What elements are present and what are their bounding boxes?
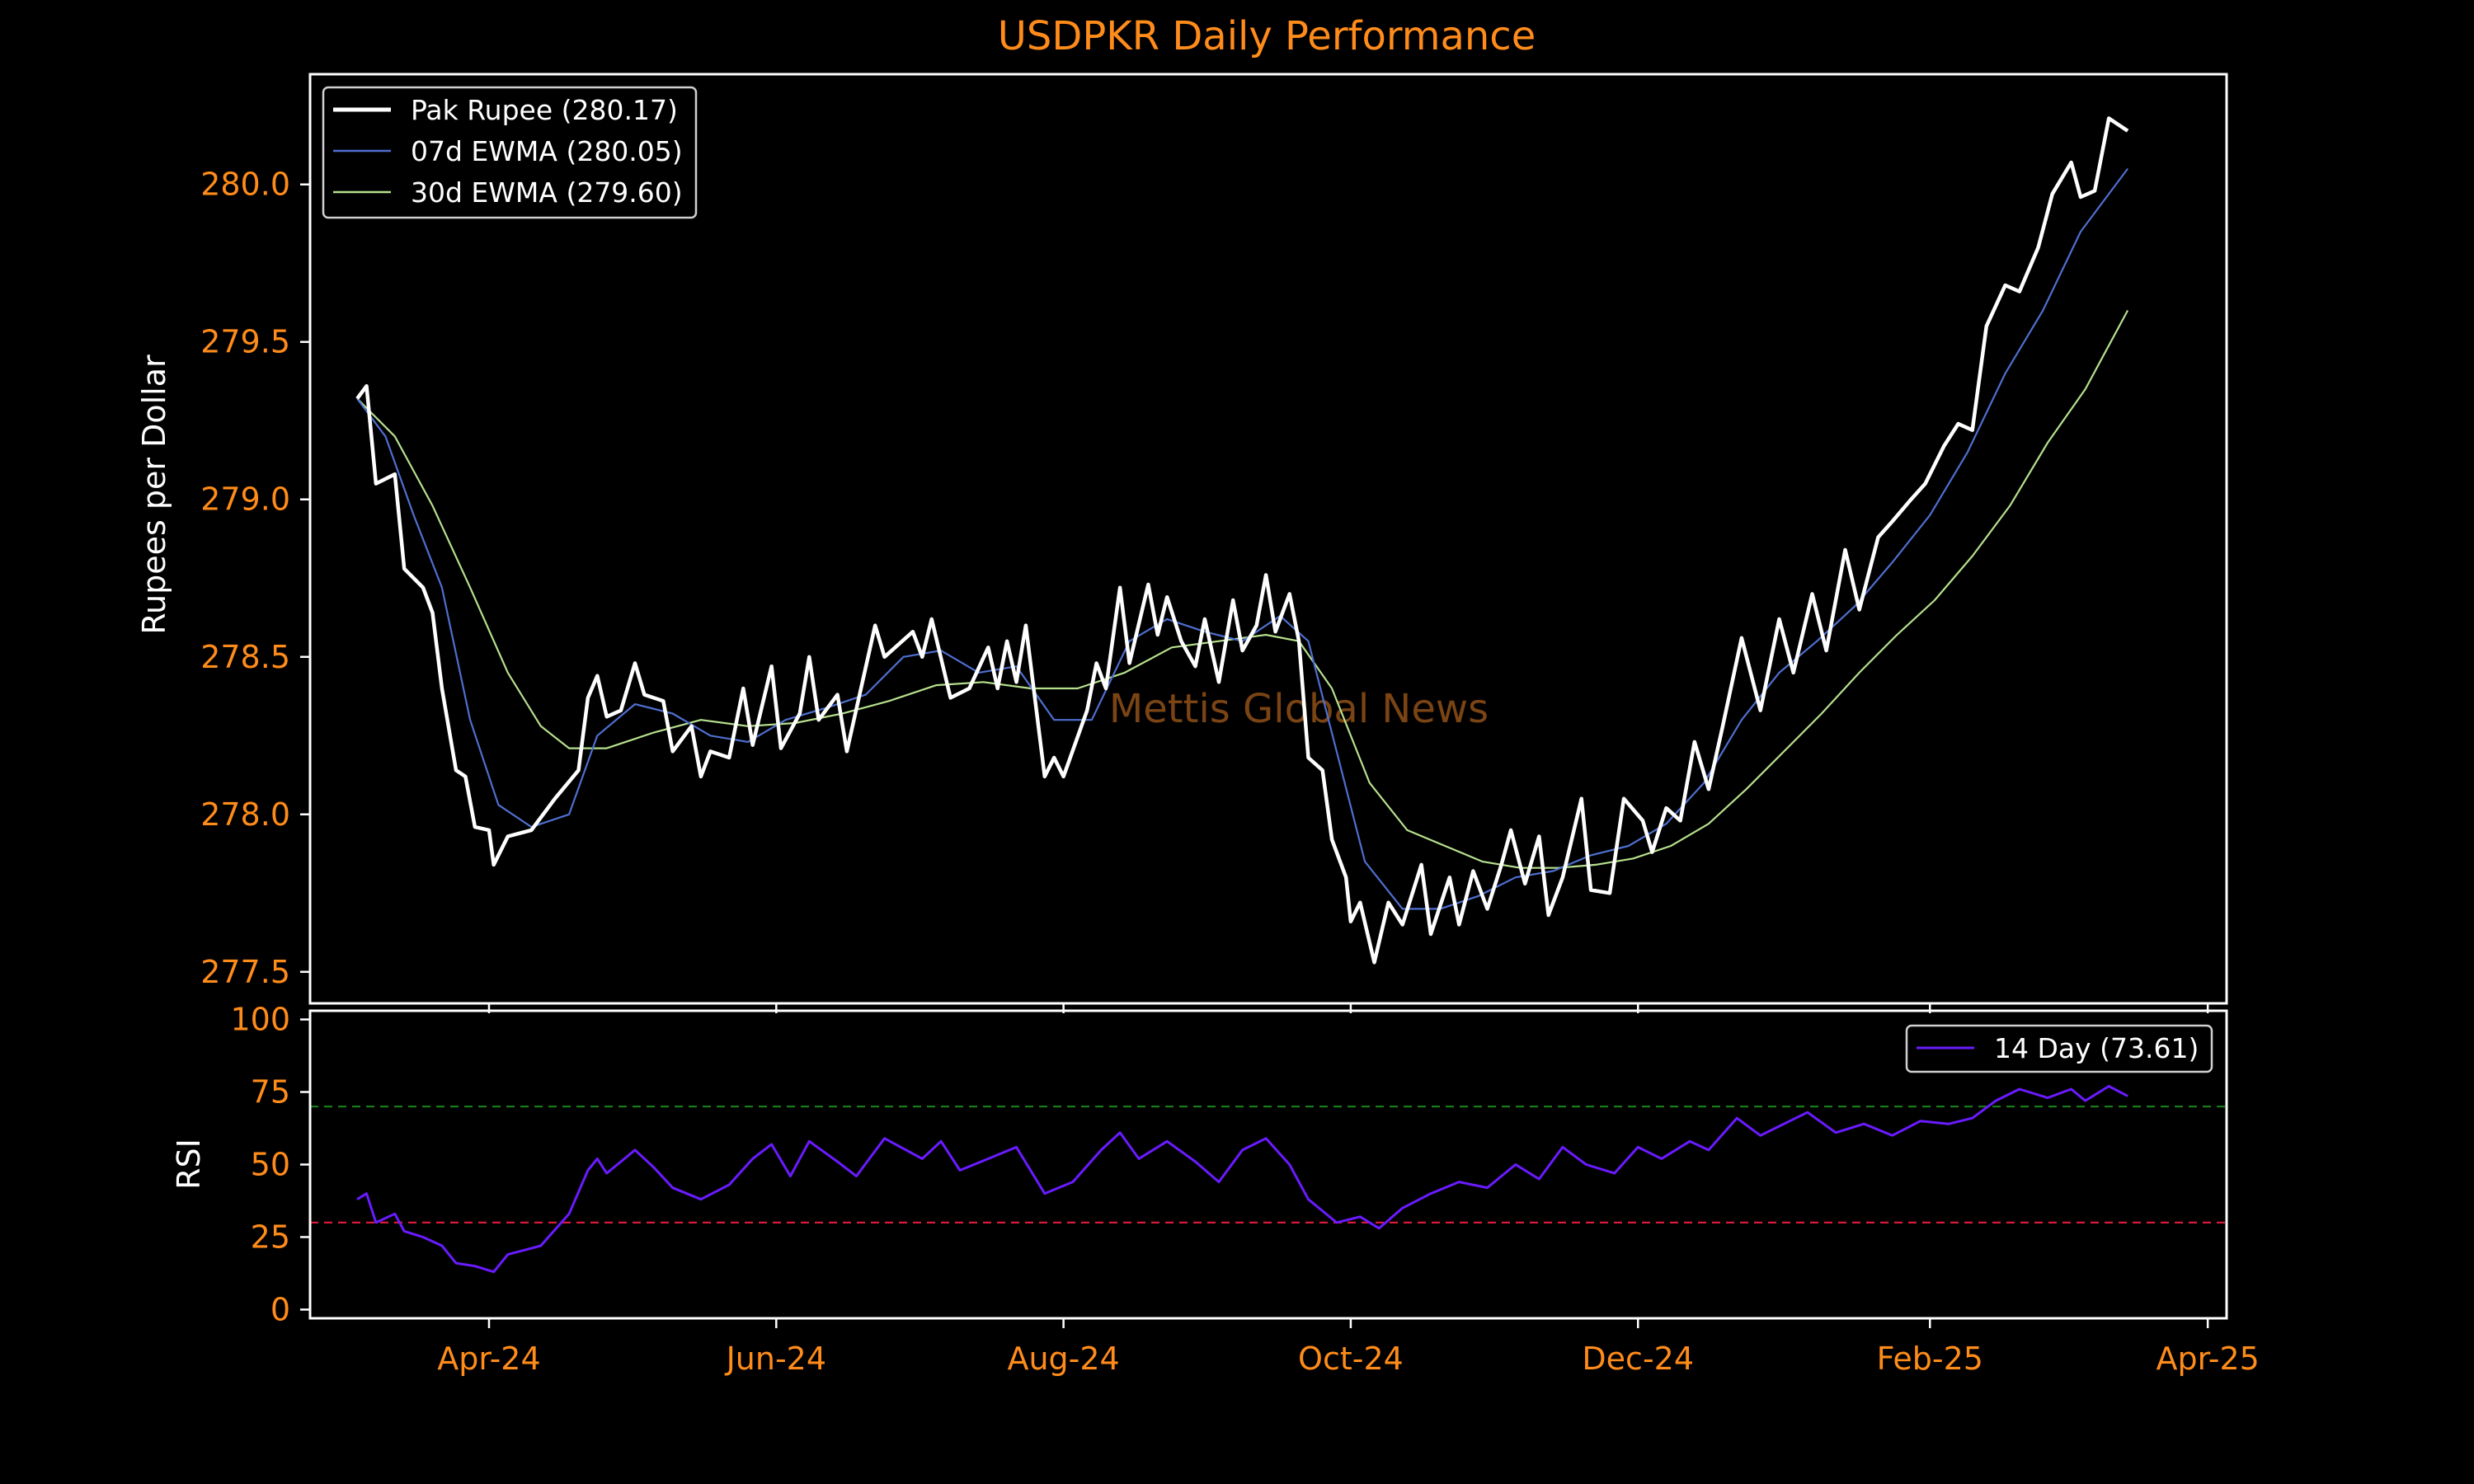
price-legend-box <box>322 86 698 219</box>
price-plot-frame <box>308 73 2228 1005</box>
rsi-reference-lines <box>310 1106 2227 1223</box>
price-y-axis-label: Rupees per Dollar <box>136 355 172 635</box>
price-y-tick-label: 279.5 <box>200 324 290 360</box>
rsi-series-group <box>356 1085 2128 1274</box>
rsi-y-tick-label: 50 <box>251 1147 290 1183</box>
series-rsi-14-day-line <box>356 1085 2128 1274</box>
price-series-group <box>355 116 2129 965</box>
price-y-tick-label: 279.0 <box>200 481 290 518</box>
rsi-y-tick-label: 100 <box>230 1002 290 1038</box>
rsi-x-ticks: Apr-24 Jun-24 Aug-24 Oct-24 Dec-24 Feb-25 Apr-… <box>437 1318 2260 1377</box>
x-tick-label: Feb-25 <box>1877 1341 1983 1377</box>
rsi-y-axis-label: RSI <box>171 1139 207 1190</box>
x-tick-label: Dec-24 <box>1582 1341 1694 1377</box>
x-tick-label: Jun-24 <box>725 1341 826 1377</box>
legend-label-rsi: 14 Day (73.61) <box>1994 1032 2199 1064</box>
price-y-tick-label: 278.5 <box>200 639 290 675</box>
legend-label-ewma30: 30d EWMA (279.60) <box>411 176 683 209</box>
price-y-tick-label: 277.5 <box>200 954 290 990</box>
rsi-y-tick-label: 25 <box>251 1219 290 1255</box>
rsi-y-tick-label: 0 <box>270 1291 290 1327</box>
price-y-ticks: 277.5 278.0 278.5 279.0 279.5 280.0 <box>200 167 310 990</box>
x-tick-label: Apr-25 <box>2156 1341 2259 1377</box>
watermark: Mettis Global News <box>1109 686 1489 732</box>
price-legend: Pak Rupee (280.17) 07d EWMA (280.05) 30d… <box>322 86 698 219</box>
legend-label-ewma7: 07d EWMA (280.05) <box>411 135 683 167</box>
rsi-legend-box <box>1905 1024 2213 1073</box>
x-tick-label: Aug-24 <box>1007 1341 1119 1377</box>
series-pak-rupee-line <box>355 116 2129 965</box>
rsi-legend: 14 Day (73.61) <box>1905 1024 2213 1073</box>
legend-label-pak-rupee: Pak Rupee (280.17) <box>411 94 678 126</box>
series-ewma7-line <box>356 167 2128 910</box>
price-y-tick-label: 280.0 <box>200 167 290 203</box>
rsi-y-tick-label: 75 <box>251 1074 290 1111</box>
rsi-y-ticks: 0 25 50 75 100 <box>230 1002 310 1327</box>
chart-title: USDPKR Daily Performance <box>998 13 1536 59</box>
x-tick-label: Apr-24 <box>437 1341 540 1377</box>
x-tick-label: Oct-24 <box>1298 1341 1404 1377</box>
rsi-panel: 0 25 50 75 100 RSI Apr-24 Jun-24 Aug-24 Oct-24 D… <box>171 1002 2260 1377</box>
price-panel: Mettis Global News 277.5278.0278.5279.02… <box>136 73 2228 1013</box>
price-y-tick-label: 278.0 <box>200 796 290 833</box>
